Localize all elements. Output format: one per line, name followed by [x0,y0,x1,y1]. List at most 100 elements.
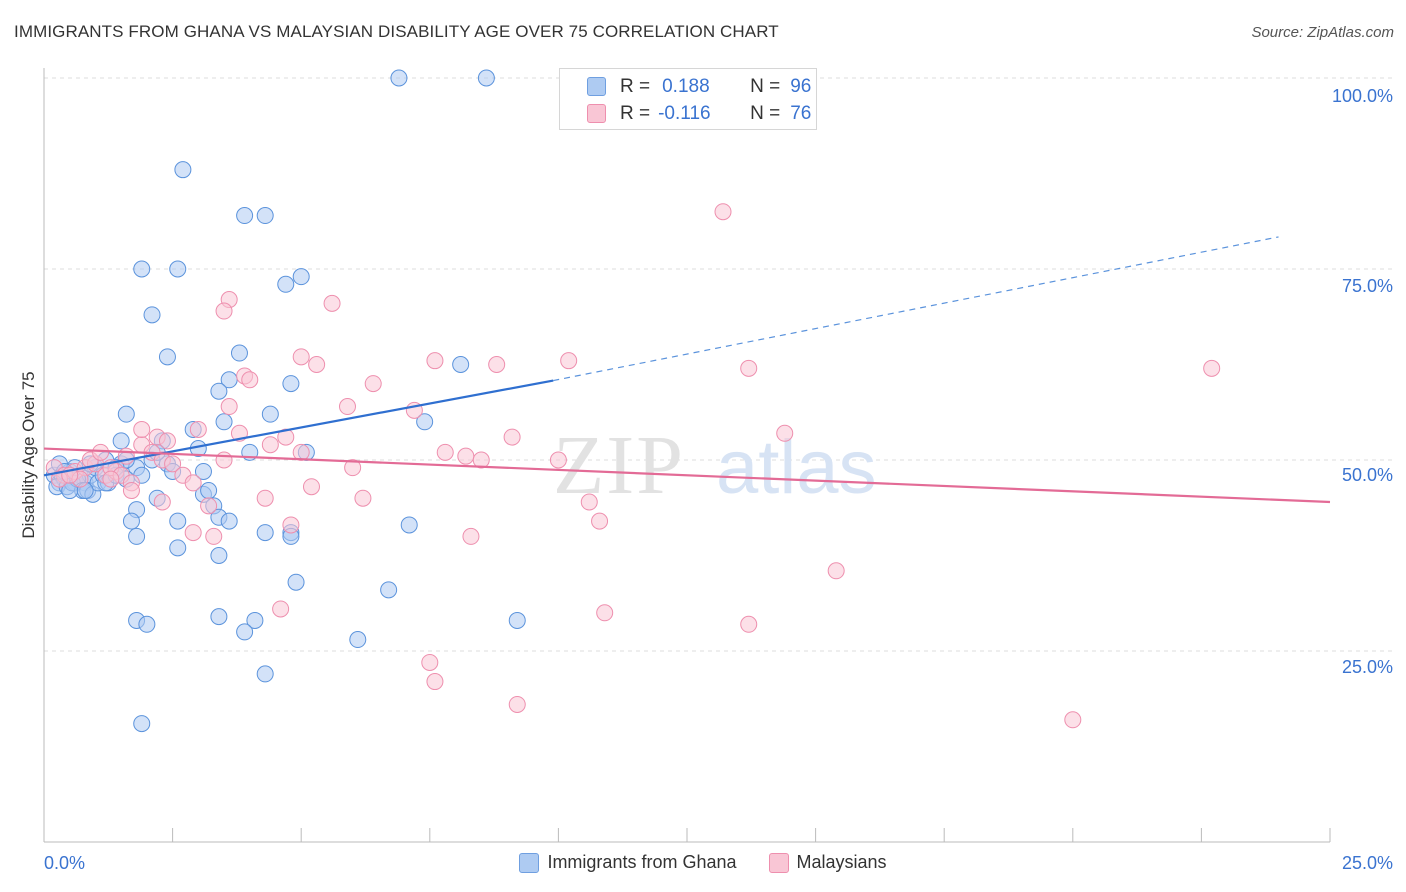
data-point [158,432,176,450]
data-point [452,356,470,373]
data-point [210,382,228,400]
r-value: -0.116 [658,103,711,124]
data-point [174,161,192,179]
n-label: N = [750,76,781,97]
data-point [308,356,326,373]
data-point [400,516,418,534]
data-point [421,653,439,671]
legend-item-malaysians: Malaysians [768,852,887,873]
data-point [261,405,279,423]
data-point [215,302,233,320]
n-value: 76 [790,103,812,124]
data-point [560,352,578,370]
data-point [580,493,598,511]
watermark: ZIP atlas [553,419,877,512]
legend-swatch-malaysians [768,852,789,873]
data-point [292,443,310,461]
data-point [827,562,845,580]
data-point [133,715,151,733]
data-point [364,375,382,393]
data-point [338,398,356,416]
stats-legend: R = 0.188 N = 96 R = -0.116 N = 76 [559,68,817,130]
data-point [236,623,254,641]
x-tick-label: 0.0% [44,853,85,873]
stats-row-ghana: R = 0.188 N = 96 [620,74,811,100]
data-point [776,424,794,442]
tick-labels: 100.0% 75.0% 50.0% 25.0% 0.0% 25.0% [44,86,1393,873]
data-point [164,455,182,473]
data-point [189,420,207,438]
data-point [462,527,480,545]
legend-label-malaysians: Malaysians [796,852,887,872]
data-point [277,275,295,293]
data-point [256,207,274,225]
data-point [380,581,398,599]
data-point [596,604,614,622]
data-point [92,443,110,461]
source-label: Source: ZipAtlas.com [1251,24,1394,41]
data-point [488,356,506,373]
data-point [122,482,140,500]
r-label: R = [620,103,651,124]
data-point [200,482,218,500]
data-point [143,306,161,324]
data-point [261,436,279,454]
data-point [477,69,495,87]
data-point [230,344,248,362]
data-point [153,493,171,511]
y-tick-label: 100.0% [1332,86,1393,106]
data-point [436,443,454,461]
data-point [390,69,408,87]
data-point [416,413,434,431]
stats-swatch-malaysians [587,104,606,123]
r-value: 0.188 [662,76,710,97]
data-point [169,260,187,278]
data-point [1064,711,1082,729]
legend-label-ghana: Immigrants from Ghana [547,852,737,872]
data-point [591,512,609,530]
r-label: R = [620,76,651,97]
data-point [272,600,290,618]
data-point [169,539,187,557]
data-point [354,489,372,507]
data-point [740,615,758,633]
gridlines [44,77,1394,652]
data-point [133,420,151,438]
data-point [184,474,202,492]
data-point [256,665,274,683]
data-point [1203,359,1221,377]
trend-line-malaysians [43,447,1331,504]
y-tick-label: 25.0% [1342,657,1393,677]
watermark-zip: ZIP [553,419,685,512]
data-point [344,459,362,477]
data-point [241,371,259,389]
data-point [508,611,526,629]
trend-line-ghana [43,379,554,477]
data-point [220,512,238,530]
data-point [205,527,223,545]
legend-item-ghana: Immigrants from Ghana [519,852,737,873]
data-point [200,497,218,515]
trend-line-ghana-extension [553,236,1279,382]
data-point [220,398,238,416]
data-point [549,451,567,469]
data-point [256,489,274,507]
y-tick-label: 50.0% [1342,465,1393,485]
data-point [508,695,526,713]
data-point [282,516,300,534]
data-point [503,428,521,446]
data-point [138,615,156,633]
data-point [426,352,444,370]
data-point [287,573,305,591]
data-point [292,348,310,366]
data-point [133,260,151,278]
n-value: 96 [790,76,812,97]
watermark-atlas: atlas [716,425,877,510]
y-axis-label: Disability Age Over 75 [19,371,38,538]
data-point [457,447,475,465]
data-point [158,348,176,366]
trend-lines [43,236,1331,504]
data-point [292,268,310,286]
data-point [169,512,187,530]
